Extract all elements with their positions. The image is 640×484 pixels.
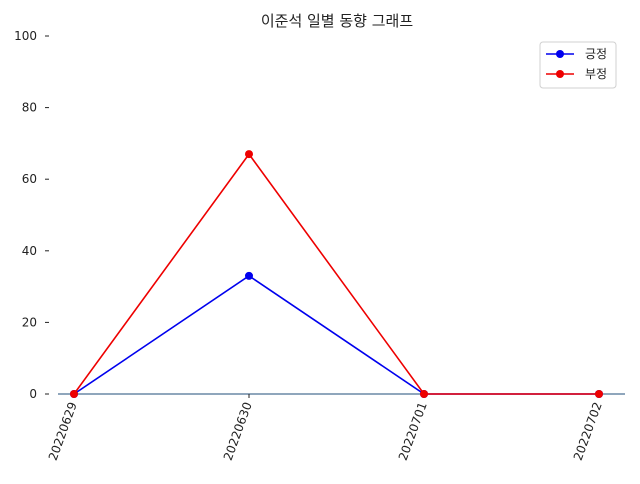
- y-tick-label: 60: [22, 172, 37, 186]
- x-tick-label: 20220629: [46, 400, 80, 462]
- legend-label: 긍정: [585, 47, 607, 61]
- data-point: [245, 271, 253, 280]
- series-line: [73, 274, 599, 395]
- x-tick-label: 20220702: [571, 400, 605, 462]
- y-axis: 0 20 40 60 80 100: [14, 29, 49, 401]
- y-tick-label: 80: [22, 101, 37, 115]
- legend-marker: [556, 50, 564, 58]
- legend-marker: [556, 70, 564, 78]
- x-axis: 20220629 20220630 20220701 20220702: [46, 393, 625, 462]
- y-tick-label: 20: [22, 315, 37, 329]
- data-point: [595, 390, 603, 398]
- data-point: [420, 390, 428, 398]
- data-point: [245, 150, 253, 159]
- y-tick-label: 0: [29, 387, 37, 401]
- chart-title: 이준석 일별 동향 그래프: [261, 12, 414, 30]
- y-tick-label: 100: [14, 29, 37, 43]
- y-tick-label: 40: [22, 244, 37, 258]
- legend-label: 부정: [585, 67, 607, 81]
- x-tick-label: 20220701: [396, 400, 430, 462]
- x-tick-label: 20220630: [221, 400, 255, 462]
- data-point: [70, 390, 78, 398]
- series-line: [73, 152, 599, 395]
- series-layer: [70, 150, 603, 398]
